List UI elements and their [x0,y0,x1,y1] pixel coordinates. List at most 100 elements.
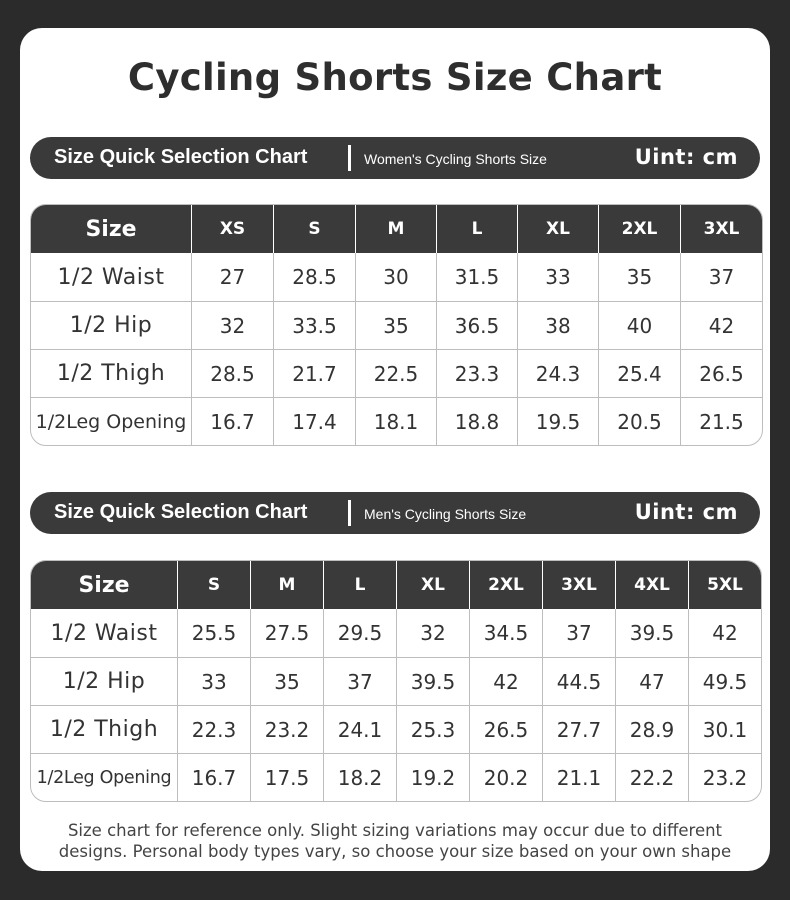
banner-separator [348,500,351,526]
table-header-row: Size S M L XL 2XL 3XL 4XL 5XL [31,561,761,609]
table-cell: 33.5 [273,301,355,349]
header-cell: M [250,561,323,609]
table-cell: 40 [598,301,680,349]
table-cell: 18.8 [436,397,517,445]
table-cell: 39.5 [615,609,688,657]
table-cell: 23.2 [688,753,761,801]
table-row: 1/2 Thigh 28.5 21.7 22.5 23.3 24.3 25.4 … [31,349,762,397]
banner-separator [348,145,351,171]
table-cell: 37 [680,253,762,301]
table-cell: 38 [517,301,598,349]
table-cell: 24.3 [517,349,598,397]
table-cell: 19.5 [517,397,598,445]
header-cell: 3XL [542,561,615,609]
table-cell: 39.5 [396,657,469,705]
header-cell: M [355,205,436,253]
table-cell: 26.5 [469,705,542,753]
header-cell: Size [31,205,191,253]
table-cell: 20.2 [469,753,542,801]
row-label: 1/2 Thigh [31,349,191,397]
table-cell: 32 [396,609,469,657]
table-cell: 36.5 [436,301,517,349]
women-unit-label: Uint: cm [634,145,738,169]
table-cell: 27.5 [250,609,323,657]
table-cell: 42 [469,657,542,705]
table-row: 1/2 Hip 33 35 37 39.5 42 44.5 47 49.5 [31,657,761,705]
table-cell: 33 [517,253,598,301]
table-row: 1/2Leg Opening 16.7 17.5 18.2 19.2 20.2 … [31,753,761,801]
table-cell: 35 [250,657,323,705]
table-cell: 19.2 [396,753,469,801]
header-cell: 2XL [598,205,680,253]
women-size-table: Size XS S M L XL 2XL 3XL 1/2 Waist 27 28… [30,204,763,446]
disclaimer-line: designs. Personal body types vary, so ch… [58,842,732,861]
header-cell: 5XL [688,561,761,609]
table-cell: 17.4 [273,397,355,445]
header-cell: S [177,561,250,609]
men-size-table: Size S M L XL 2XL 3XL 4XL 5XL 1/2 Waist … [30,560,762,802]
header-cell: 4XL [615,561,688,609]
table-cell: 24.1 [323,705,396,753]
table-cell: 16.7 [177,753,250,801]
table-row: 1/2 Thigh 22.3 23.2 24.1 25.3 26.5 27.7 … [31,705,761,753]
women-banner-subtitle: Women's Cycling Shorts Size [364,151,547,167]
men-unit-label: Uint: cm [634,500,738,524]
table-cell: 37 [542,609,615,657]
header-cell: L [436,205,517,253]
table-cell: 18.1 [355,397,436,445]
table-row: 1/2 Waist 27 28.5 30 31.5 33 35 37 [31,253,762,301]
table-cell: 16.7 [191,397,273,445]
table-cell: 34.5 [469,609,542,657]
table-cell: 35 [598,253,680,301]
table-cell: 35 [355,301,436,349]
table-cell: 28.9 [615,705,688,753]
header-cell: 3XL [680,205,762,253]
table-cell: 28.5 [191,349,273,397]
row-label: 1/2 Waist [57,264,165,290]
table-cell: 23.2 [250,705,323,753]
women-banner: Size Quick Selection Chart Women's Cycli… [30,137,760,179]
table-cell: 18.2 [323,753,396,801]
table-row: 1/2 Hip 32 33.5 35 36.5 38 40 42 [31,301,762,349]
women-banner-title: Size Quick Selection Chart [54,146,308,168]
table-row: 1/2Leg Opening 16.7 17.4 18.1 18.8 19.5 … [31,397,762,445]
table-cell: 20.5 [598,397,680,445]
table-cell: 37 [323,657,396,705]
header-cell: Size [31,561,177,609]
table-cell: 25.3 [396,705,469,753]
table-cell: 27.7 [542,705,615,753]
table-cell: 30.1 [688,705,761,753]
table-cell: 17.5 [250,753,323,801]
table-cell: 21.1 [542,753,615,801]
header-cell: XL [517,205,598,253]
row-label: 1/2 Hip [31,657,177,705]
page-title: Cycling Shorts Size Chart [127,56,663,99]
table-cell: 25.5 [177,609,250,657]
table-cell: 30 [355,253,436,301]
row-label: 1/2Leg Opening [31,397,191,445]
table-cell: 27 [191,253,273,301]
table-cell: 21.7 [273,349,355,397]
men-banner: Size Quick Selection Chart Men's Cycling… [30,492,760,534]
table-header-row: Size XS S M L XL 2XL 3XL [31,205,762,253]
row-label: 1/2 Hip [31,301,191,349]
table-cell: 25.4 [598,349,680,397]
table-cell: 31.5 [436,253,517,301]
header-cell: S [273,205,355,253]
row-label: 1/2 Waist [50,620,158,646]
table-cell: 32 [191,301,273,349]
table-cell: 22.3 [177,705,250,753]
men-banner-subtitle: Men's Cycling Shorts Size [364,506,527,522]
disclaimer-note: Size chart for reference only. Slight si… [0,820,790,862]
table-cell: 29.5 [323,609,396,657]
header-cell: XL [396,561,469,609]
header-cell: 2XL [469,561,542,609]
table-cell: 23.3 [436,349,517,397]
header-cell: XS [191,205,273,253]
disclaimer-line: Size chart for reference only. Slight si… [67,821,723,840]
table-cell: 33 [177,657,250,705]
table-cell: 21.5 [680,397,762,445]
table-cell: 22.5 [355,349,436,397]
row-label: 1/2Leg Opening [31,753,177,801]
table-cell: 47 [615,657,688,705]
